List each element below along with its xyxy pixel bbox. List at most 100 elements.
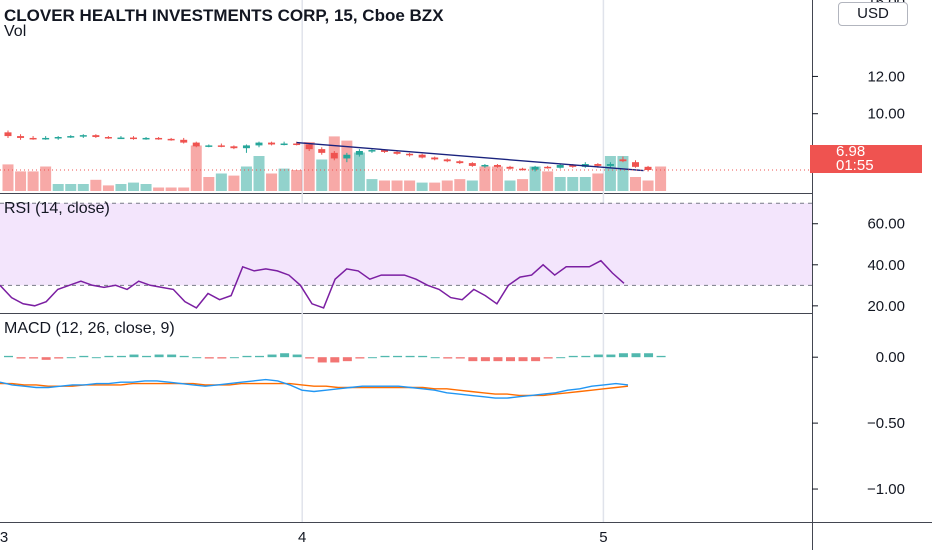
candle-body — [381, 150, 388, 152]
volume-bar — [567, 177, 579, 191]
candle-body — [280, 143, 288, 146]
candle-body — [17, 136, 25, 138]
volume-bar — [266, 173, 278, 191]
macd-histogram-bar — [255, 355, 264, 358]
macd-histogram-bar — [405, 355, 415, 358]
macd-histogram-bar — [531, 357, 541, 362]
candle-body — [493, 164, 501, 167]
macd-histogram-bar — [581, 355, 591, 358]
last-price-tag: 6.98 01:55 — [810, 143, 922, 174]
volume-bar — [90, 179, 102, 191]
volume-bar — [328, 136, 340, 191]
candle-body — [217, 145, 225, 147]
macd-histogram-bar — [618, 353, 628, 358]
macd-histogram-bar — [480, 357, 490, 362]
volume-bar — [441, 180, 453, 191]
rsi-band — [0, 203, 812, 286]
macd-histogram-bar — [342, 357, 352, 362]
macd-histogram-bar — [292, 354, 302, 358]
time-tick-label: 5 — [599, 529, 607, 546]
candle-body — [443, 159, 451, 162]
macd-histogram-bar — [154, 354, 164, 358]
volume-bar — [404, 180, 416, 191]
macd-histogram-bar — [543, 357, 553, 359]
volume-bar — [165, 187, 177, 191]
macd-histogram-bar — [317, 357, 327, 363]
macd-histogram-bar — [506, 357, 515, 362]
candle-body — [393, 151, 401, 154]
time-tick-label: 4 — [298, 529, 306, 546]
rsi-tick-label: 40.00 — [867, 257, 905, 274]
candle-body — [368, 150, 376, 152]
candle-body — [632, 162, 639, 167]
rsi-tick-label: 20.00 — [867, 298, 905, 315]
volume-bar — [253, 156, 265, 191]
macd-label: MACD (12, 26, close, 9) — [4, 320, 175, 337]
price-tick-label: 10.00 — [867, 106, 905, 123]
volume-bar — [303, 142, 315, 191]
macd-histogram-bar — [167, 354, 177, 358]
candle-body — [117, 137, 125, 140]
volume-bar — [479, 166, 491, 191]
price-tick-label: 12.00 — [867, 68, 905, 85]
macd-histogram-bar — [644, 353, 654, 358]
candle-body — [569, 164, 577, 167]
macd-histogram-bar — [455, 357, 465, 359]
candle-body — [29, 137, 37, 140]
volume-bar — [40, 166, 52, 191]
candle-body — [431, 157, 439, 160]
volume-bar — [353, 152, 365, 191]
rsi-tick-label: 60.00 — [867, 216, 905, 233]
volume-bar — [341, 140, 353, 191]
volume-bar — [617, 156, 629, 191]
currency-button[interactable]: USD — [838, 2, 908, 26]
macd-histogram-bar — [4, 355, 13, 358]
volume-bar — [630, 177, 641, 191]
macd-histogram-bar — [66, 357, 76, 359]
volume-bar — [215, 173, 227, 191]
candle-body — [644, 166, 652, 171]
macd-tick-label: −0.50 — [867, 415, 905, 432]
macd-histogram-bar — [192, 357, 202, 359]
macd-histogram-bar — [493, 357, 503, 362]
volume-bar — [115, 184, 127, 191]
volume-bar — [291, 170, 303, 191]
volume-bar — [454, 179, 466, 191]
volume-bar — [379, 180, 390, 191]
macd-histogram-bar — [355, 357, 365, 359]
macd-histogram-bar — [267, 354, 277, 358]
volume-bar — [316, 159, 328, 191]
candle-body — [418, 154, 426, 158]
macd-histogram-bar — [443, 357, 453, 359]
candle-body — [242, 145, 250, 149]
macd-signal-line — [0, 382, 629, 397]
macd-histogram-bar — [142, 355, 152, 358]
volume-bar — [203, 177, 215, 191]
macd-histogram-bar — [367, 357, 377, 359]
macd-histogram-bar — [129, 354, 139, 358]
candle-body — [606, 164, 614, 166]
volume-bar — [655, 166, 667, 191]
volume-bar — [278, 168, 290, 191]
macd-histogram-bar — [330, 357, 340, 363]
macd-histogram-bar — [606, 354, 616, 358]
volume-bar — [27, 171, 39, 191]
macd-histogram-bar — [204, 357, 214, 359]
volume-bar — [178, 187, 190, 191]
candle-body — [92, 135, 100, 138]
macd-line — [0, 378, 629, 399]
candle-body — [268, 142, 276, 145]
volume-bar — [2, 164, 14, 191]
bar-countdown: 01:55 — [836, 157, 874, 174]
candle-body — [167, 138, 175, 141]
macd-histogram-bar — [104, 355, 114, 358]
last-price: 6.98 — [836, 143, 866, 160]
macd-histogram-bar — [656, 355, 666, 358]
candle-body — [54, 137, 62, 139]
volume-bar — [579, 177, 591, 191]
candle-body — [104, 137, 112, 139]
macd-histogram-bar — [91, 357, 101, 359]
volume-bar — [153, 187, 165, 191]
volume-bar — [77, 184, 89, 191]
